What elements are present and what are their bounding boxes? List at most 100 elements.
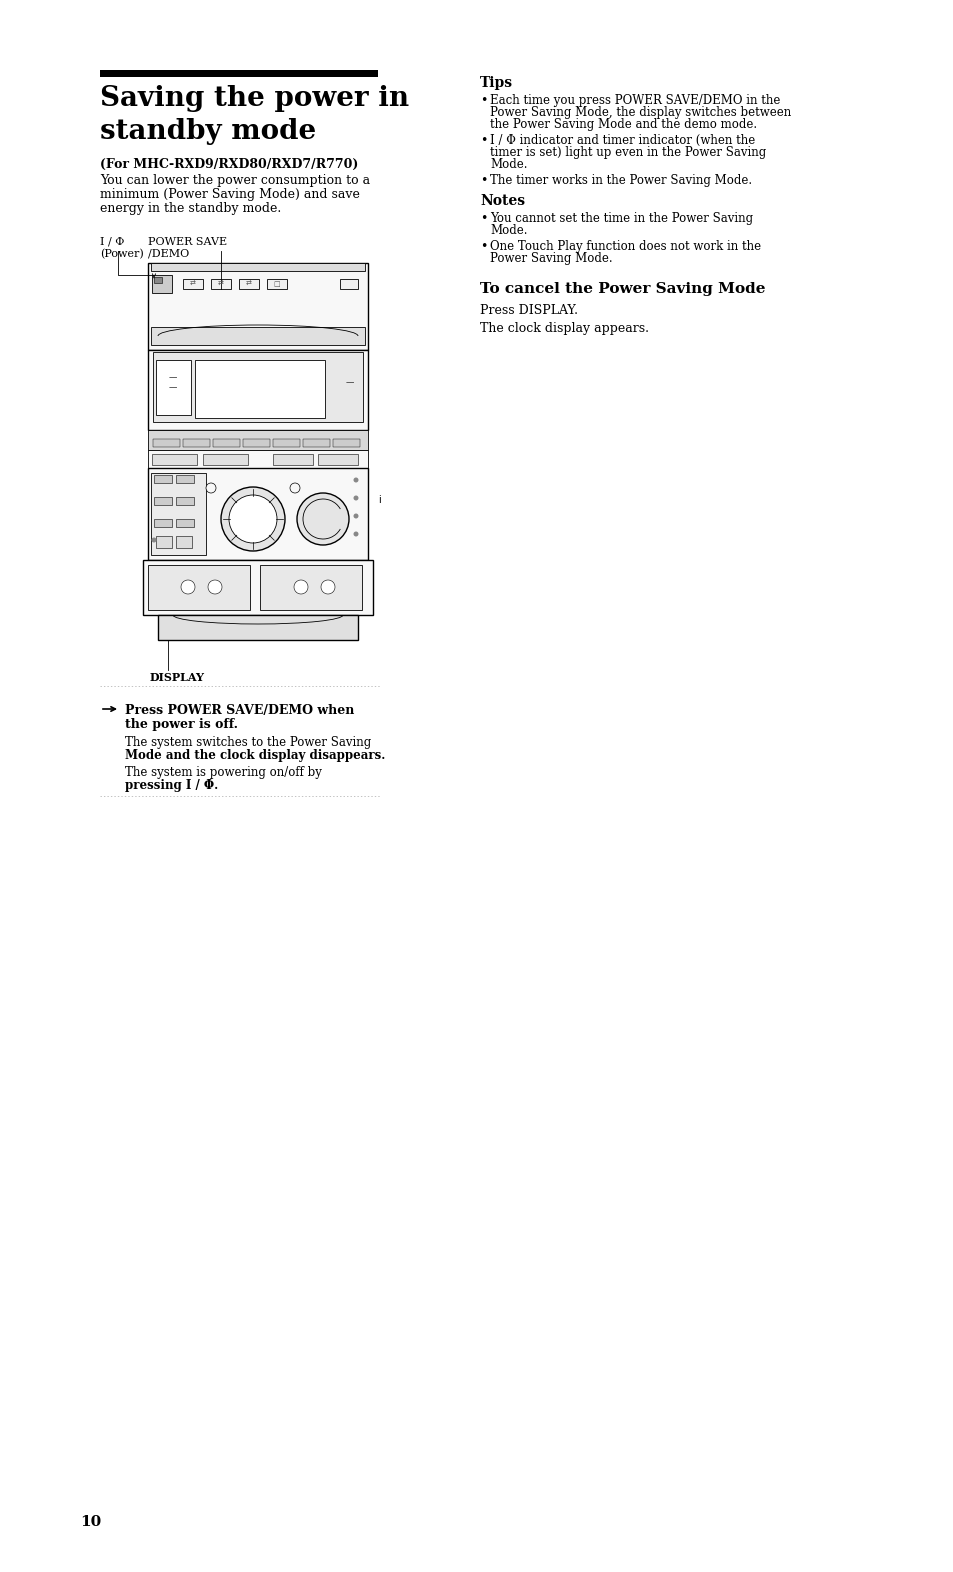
Bar xyxy=(156,360,191,415)
Circle shape xyxy=(208,580,222,594)
Bar xyxy=(175,475,193,483)
Circle shape xyxy=(294,580,308,594)
Text: energy in the standby mode.: energy in the standby mode. xyxy=(100,201,281,215)
Bar xyxy=(100,71,377,77)
Circle shape xyxy=(221,487,285,552)
Text: the Power Saving Mode and the demo mode.: the Power Saving Mode and the demo mode. xyxy=(490,118,757,130)
Bar xyxy=(152,454,196,465)
Bar xyxy=(194,360,325,418)
Text: 10: 10 xyxy=(80,1515,101,1530)
Text: (For MHC-RXD9/RXD80/RXD7/R770): (For MHC-RXD9/RXD80/RXD7/R770) xyxy=(100,159,358,171)
Bar xyxy=(175,497,193,505)
Circle shape xyxy=(354,495,358,500)
Bar xyxy=(148,351,368,431)
Text: ⇄: ⇄ xyxy=(246,281,252,288)
Text: Press DISPLAY.: Press DISPLAY. xyxy=(479,303,578,318)
Circle shape xyxy=(206,483,215,494)
Text: Power Saving Mode, the display switches between: Power Saving Mode, the display switches … xyxy=(490,105,790,119)
Text: Tips: Tips xyxy=(479,75,513,90)
Bar xyxy=(152,439,180,446)
Text: •: • xyxy=(479,212,487,225)
Text: The timer works in the Power Saving Mode.: The timer works in the Power Saving Mode… xyxy=(490,174,751,187)
Bar xyxy=(148,564,250,610)
Text: —: — xyxy=(169,384,177,393)
Text: —: — xyxy=(169,374,177,382)
Bar xyxy=(158,615,357,640)
Text: ⇄: ⇄ xyxy=(190,281,195,288)
Text: Notes: Notes xyxy=(479,193,524,208)
Bar xyxy=(148,450,368,468)
Text: Power Saving Mode.: Power Saving Mode. xyxy=(490,252,612,266)
Circle shape xyxy=(181,580,194,594)
Text: i: i xyxy=(377,495,380,505)
Text: The system switches to the Power Saving: The system switches to the Power Saving xyxy=(125,736,371,748)
Bar xyxy=(260,564,361,610)
Bar xyxy=(151,327,365,344)
Bar xyxy=(153,497,172,505)
Text: □: □ xyxy=(274,281,280,288)
Text: You can lower the power consumption to a: You can lower the power consumption to a xyxy=(100,174,370,187)
Text: Each time you press POWER SAVE/DEMO in the: Each time you press POWER SAVE/DEMO in t… xyxy=(490,94,780,107)
Bar xyxy=(243,439,270,446)
Text: timer is set) light up even in the Power Saving: timer is set) light up even in the Power… xyxy=(490,146,765,159)
Text: DISPLAY: DISPLAY xyxy=(150,671,205,682)
Bar xyxy=(339,278,357,289)
Text: the power is off.: the power is off. xyxy=(125,718,237,731)
Text: Saving the power in: Saving the power in xyxy=(100,85,409,112)
Text: I / Φ indicator and timer indicator (when the: I / Φ indicator and timer indicator (whe… xyxy=(490,134,755,148)
Text: I / Φ: I / Φ xyxy=(100,237,124,247)
Bar xyxy=(148,431,368,450)
Text: minimum (Power Saving Mode) and save: minimum (Power Saving Mode) and save xyxy=(100,189,359,201)
Bar xyxy=(175,536,192,549)
Text: To cancel the Power Saving Mode: To cancel the Power Saving Mode xyxy=(479,281,764,296)
Text: One Touch Play function does not work in the: One Touch Play function does not work in… xyxy=(490,241,760,253)
Text: /DEMO: /DEMO xyxy=(148,248,189,259)
Text: •: • xyxy=(479,94,487,107)
Text: —: — xyxy=(345,379,354,388)
Circle shape xyxy=(354,514,358,519)
Bar xyxy=(239,278,258,289)
Bar xyxy=(273,454,313,465)
Bar xyxy=(273,439,299,446)
Bar xyxy=(148,263,368,351)
Circle shape xyxy=(354,531,358,536)
Text: •: • xyxy=(479,241,487,253)
Text: Press POWER SAVE/DEMO when: Press POWER SAVE/DEMO when xyxy=(125,704,354,717)
Bar xyxy=(211,278,231,289)
Text: Mode and the clock display disappears.: Mode and the clock display disappears. xyxy=(125,748,385,762)
Bar xyxy=(151,263,365,270)
Bar xyxy=(152,275,172,292)
Bar xyxy=(183,278,203,289)
Bar xyxy=(203,454,248,465)
Text: (Power): (Power) xyxy=(100,248,144,259)
Bar xyxy=(153,475,172,483)
Text: The clock display appears.: The clock display appears. xyxy=(479,322,648,335)
Circle shape xyxy=(320,580,335,594)
Text: •: • xyxy=(479,134,487,148)
Circle shape xyxy=(354,478,358,483)
Bar xyxy=(267,278,287,289)
Text: pressing I / Φ.: pressing I / Φ. xyxy=(125,780,218,792)
Circle shape xyxy=(296,494,349,545)
Bar xyxy=(152,352,363,421)
Bar xyxy=(333,439,359,446)
Text: Mode.: Mode. xyxy=(490,159,527,171)
Circle shape xyxy=(152,538,156,542)
Circle shape xyxy=(229,495,276,542)
Text: Mode.: Mode. xyxy=(490,223,527,237)
Bar xyxy=(303,439,330,446)
Bar xyxy=(213,439,240,446)
Text: standby mode: standby mode xyxy=(100,118,315,145)
Bar xyxy=(183,439,210,446)
Text: •: • xyxy=(479,174,487,187)
Circle shape xyxy=(290,483,299,494)
Text: The system is powering on/off by: The system is powering on/off by xyxy=(125,766,321,780)
Bar xyxy=(153,277,162,283)
Bar xyxy=(148,468,368,560)
Text: You cannot set the time in the Power Saving: You cannot set the time in the Power Sav… xyxy=(490,212,752,225)
Text: POWER SAVE: POWER SAVE xyxy=(148,237,227,247)
Text: ⇄: ⇄ xyxy=(218,281,224,288)
Bar xyxy=(175,519,193,527)
Bar xyxy=(153,519,172,527)
Bar xyxy=(143,560,373,615)
